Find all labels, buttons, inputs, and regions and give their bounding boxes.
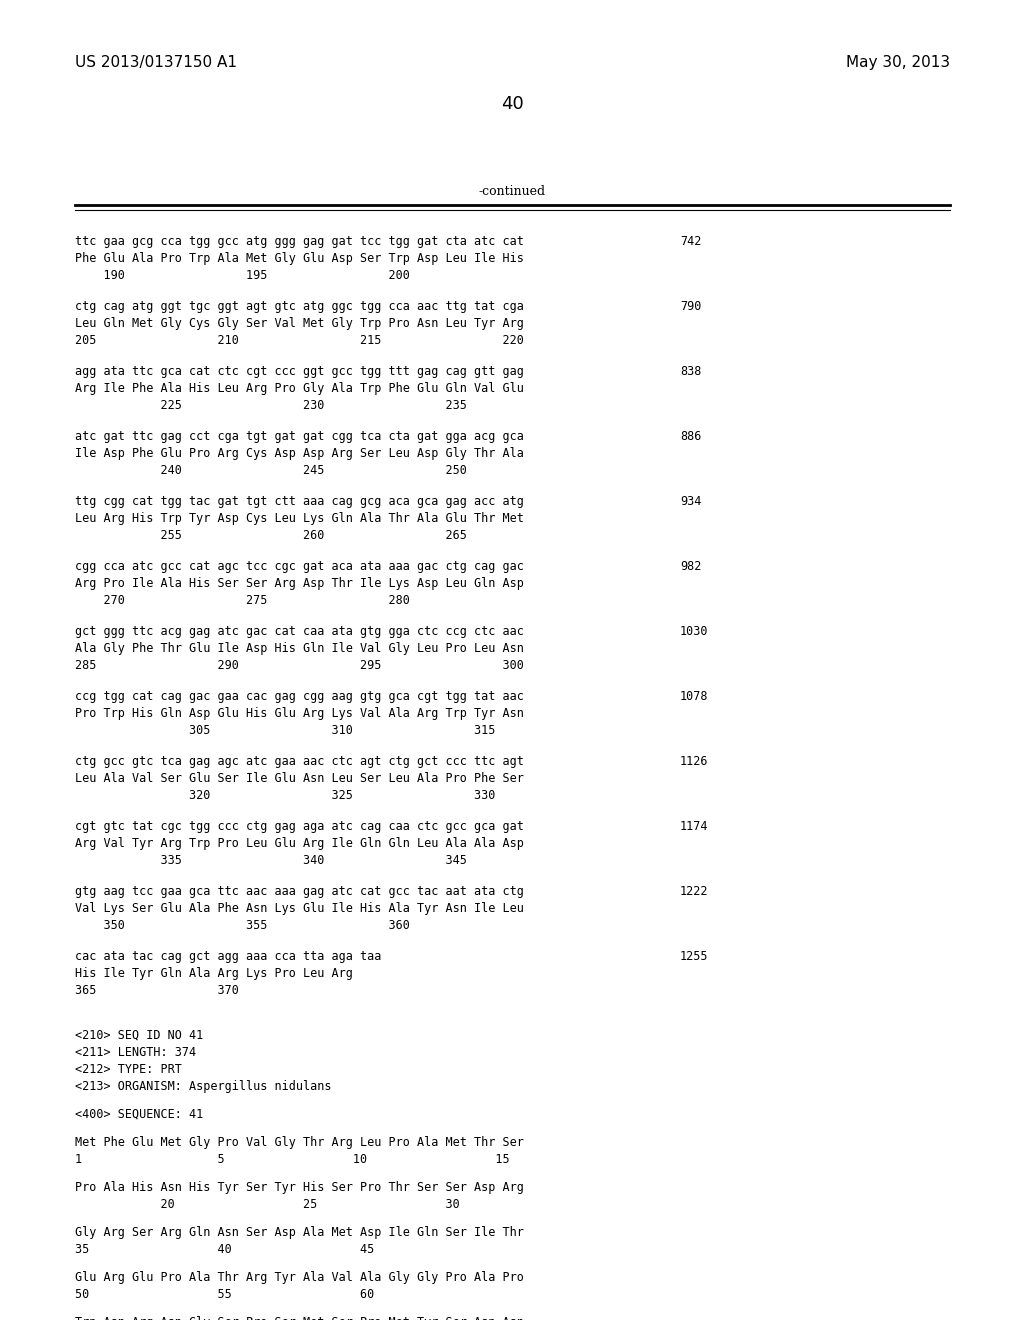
Text: 240                 245                 250: 240 245 250	[75, 465, 467, 477]
Text: cgt gtc tat cgc tgg ccc ctg gag aga atc cag caa ctc gcc gca gat: cgt gtc tat cgc tgg ccc ctg gag aga atc …	[75, 820, 524, 833]
Text: 1030: 1030	[680, 624, 709, 638]
Text: Ala Gly Phe Thr Glu Ile Asp His Gln Ile Val Gly Leu Pro Leu Asn: Ala Gly Phe Thr Glu Ile Asp His Gln Ile …	[75, 642, 524, 655]
Text: ttg cgg cat tgg tac gat tgt ctt aaa cag gcg aca gca gag acc atg: ttg cgg cat tgg tac gat tgt ctt aaa cag …	[75, 495, 524, 508]
Text: Arg Val Tyr Arg Trp Pro Leu Glu Arg Ile Gln Gln Leu Ala Ala Asp: Arg Val Tyr Arg Trp Pro Leu Glu Arg Ile …	[75, 837, 524, 850]
Text: 40: 40	[501, 95, 523, 114]
Text: Pro Ala His Asn His Tyr Ser Tyr His Ser Pro Thr Ser Ser Asp Arg: Pro Ala His Asn His Tyr Ser Tyr His Ser …	[75, 1181, 524, 1195]
Text: cac ata tac cag gct agg aaa cca tta aga taa: cac ata tac cag gct agg aaa cca tta aga …	[75, 950, 381, 964]
Text: Leu Ala Val Ser Glu Ser Ile Glu Asn Leu Ser Leu Ala Pro Phe Ser: Leu Ala Val Ser Glu Ser Ile Glu Asn Leu …	[75, 772, 524, 785]
Text: <213> ORGANISM: Aspergillus nidulans: <213> ORGANISM: Aspergillus nidulans	[75, 1080, 332, 1093]
Text: 790: 790	[680, 300, 701, 313]
Text: Arg Pro Ile Ala His Ser Ser Arg Asp Thr Ile Lys Asp Leu Gln Asp: Arg Pro Ile Ala His Ser Ser Arg Asp Thr …	[75, 577, 524, 590]
Text: Met Phe Glu Met Gly Pro Val Gly Thr Arg Leu Pro Ala Met Thr Ser: Met Phe Glu Met Gly Pro Val Gly Thr Arg …	[75, 1137, 524, 1148]
Text: 205                 210                 215                 220: 205 210 215 220	[75, 334, 524, 347]
Text: cgg cca atc gcc cat agc tcc cgc gat aca ata aaa gac ctg cag gac: cgg cca atc gcc cat agc tcc cgc gat aca …	[75, 560, 524, 573]
Text: agg ata ttc gca cat ctc cgt ccc ggt gcc tgg ttt gag cag gtt gag: agg ata ttc gca cat ctc cgt ccc ggt gcc …	[75, 366, 524, 378]
Text: ttc gaa gcg cca tgg gcc atg ggg gag gat tcc tgg gat cta atc cat: ttc gaa gcg cca tgg gcc atg ggg gag gat …	[75, 235, 524, 248]
Text: 1255: 1255	[680, 950, 709, 964]
Text: 35                  40                  45: 35 40 45	[75, 1243, 374, 1257]
Text: ccg tgg cat cag gac gaa cac gag cgg aag gtg gca cgt tgg tat aac: ccg tgg cat cag gac gaa cac gag cgg aag …	[75, 690, 524, 704]
Text: 365                 370: 365 370	[75, 983, 239, 997]
Text: Glu Arg Glu Pro Ala Thr Arg Tyr Ala Val Ala Gly Gly Pro Ala Pro: Glu Arg Glu Pro Ala Thr Arg Tyr Ala Val …	[75, 1271, 524, 1284]
Text: 1078: 1078	[680, 690, 709, 704]
Text: gtg aag tcc gaa gca ttc aac aaa gag atc cat gcc tac aat ata ctg: gtg aag tcc gaa gca ttc aac aaa gag atc …	[75, 884, 524, 898]
Text: 1174: 1174	[680, 820, 709, 833]
Text: Trp Asn Arg Asn Gly Ser Pro Ser Met Ser Pro Met Tyr Ser Asn Asn: Trp Asn Arg Asn Gly Ser Pro Ser Met Ser …	[75, 1316, 524, 1320]
Text: 886: 886	[680, 430, 701, 444]
Text: 50                  55                  60: 50 55 60	[75, 1288, 374, 1302]
Text: 1126: 1126	[680, 755, 709, 768]
Text: -continued: -continued	[478, 185, 546, 198]
Text: May 30, 2013: May 30, 2013	[846, 55, 950, 70]
Text: Pro Trp His Gln Asp Glu His Glu Arg Lys Val Ala Arg Trp Tyr Asn: Pro Trp His Gln Asp Glu His Glu Arg Lys …	[75, 708, 524, 719]
Text: Val Lys Ser Glu Ala Phe Asn Lys Glu Ile His Ala Tyr Asn Ile Leu: Val Lys Ser Glu Ala Phe Asn Lys Glu Ile …	[75, 902, 524, 915]
Text: 742: 742	[680, 235, 701, 248]
Text: 255                 260                 265: 255 260 265	[75, 529, 467, 543]
Text: 285                 290                 295                 300: 285 290 295 300	[75, 659, 524, 672]
Text: 982: 982	[680, 560, 701, 573]
Text: 934: 934	[680, 495, 701, 508]
Text: <211> LENGTH: 374: <211> LENGTH: 374	[75, 1045, 197, 1059]
Text: Gly Arg Ser Arg Gln Asn Ser Asp Ala Met Asp Ile Gln Ser Ile Thr: Gly Arg Ser Arg Gln Asn Ser Asp Ala Met …	[75, 1226, 524, 1239]
Text: Ile Asp Phe Glu Pro Arg Cys Asp Asp Arg Ser Leu Asp Gly Thr Ala: Ile Asp Phe Glu Pro Arg Cys Asp Asp Arg …	[75, 447, 524, 459]
Text: ctg gcc gtc tca gag agc atc gaa aac ctc agt ctg gct ccc ttc agt: ctg gcc gtc tca gag agc atc gaa aac ctc …	[75, 755, 524, 768]
Text: 305                 310                 315: 305 310 315	[75, 723, 496, 737]
Text: gct ggg ttc acg gag atc gac cat caa ata gtg gga ctc ccg ctc aac: gct ggg ttc acg gag atc gac cat caa ata …	[75, 624, 524, 638]
Text: Leu Arg His Trp Tyr Asp Cys Leu Lys Gln Ala Thr Ala Glu Thr Met: Leu Arg His Trp Tyr Asp Cys Leu Lys Gln …	[75, 512, 524, 525]
Text: 190                 195                 200: 190 195 200	[75, 269, 410, 282]
Text: Leu Gln Met Gly Cys Gly Ser Val Met Gly Trp Pro Asn Leu Tyr Arg: Leu Gln Met Gly Cys Gly Ser Val Met Gly …	[75, 317, 524, 330]
Text: ctg cag atg ggt tgc ggt agt gtc atg ggc tgg cca aac ttg tat cga: ctg cag atg ggt tgc ggt agt gtc atg ggc …	[75, 300, 524, 313]
Text: <212> TYPE: PRT: <212> TYPE: PRT	[75, 1063, 182, 1076]
Text: His Ile Tyr Gln Ala Arg Lys Pro Leu Arg: His Ile Tyr Gln Ala Arg Lys Pro Leu Arg	[75, 968, 353, 979]
Text: 20                  25                  30: 20 25 30	[75, 1199, 460, 1210]
Text: atc gat ttc gag cct cga tgt gat gat cgg tca cta gat gga acg gca: atc gat ttc gag cct cga tgt gat gat cgg …	[75, 430, 524, 444]
Text: 1                   5                  10                  15: 1 5 10 15	[75, 1152, 510, 1166]
Text: 335                 340                 345: 335 340 345	[75, 854, 467, 867]
Text: 225                 230                 235: 225 230 235	[75, 399, 467, 412]
Text: 320                 325                 330: 320 325 330	[75, 789, 496, 803]
Text: Phe Glu Ala Pro Trp Ala Met Gly Glu Asp Ser Trp Asp Leu Ile His: Phe Glu Ala Pro Trp Ala Met Gly Glu Asp …	[75, 252, 524, 265]
Text: <400> SEQUENCE: 41: <400> SEQUENCE: 41	[75, 1107, 203, 1121]
Text: <210> SEQ ID NO 41: <210> SEQ ID NO 41	[75, 1030, 203, 1041]
Text: 1222: 1222	[680, 884, 709, 898]
Text: 270                 275                 280: 270 275 280	[75, 594, 410, 607]
Text: 838: 838	[680, 366, 701, 378]
Text: 350                 355                 360: 350 355 360	[75, 919, 410, 932]
Text: US 2013/0137150 A1: US 2013/0137150 A1	[75, 55, 237, 70]
Text: Arg Ile Phe Ala His Leu Arg Pro Gly Ala Trp Phe Glu Gln Val Glu: Arg Ile Phe Ala His Leu Arg Pro Gly Ala …	[75, 381, 524, 395]
